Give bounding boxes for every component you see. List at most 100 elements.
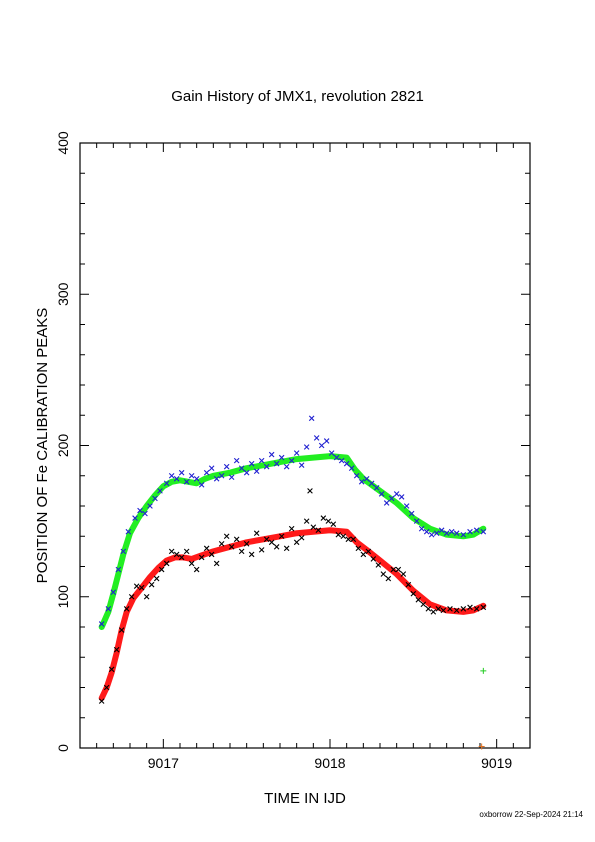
lower-points-point	[233, 536, 240, 543]
upper-points-point	[288, 457, 295, 464]
upper-points-point	[152, 495, 158, 502]
upper-points-point	[443, 530, 450, 537]
upper-points-point	[110, 589, 117, 596]
upper-points-point	[467, 528, 473, 535]
x-tick-label: 9019	[481, 755, 512, 771]
lower-points-point	[467, 604, 473, 611]
lower-fit-line	[98, 527, 487, 702]
upper-points-point	[480, 528, 487, 535]
lower-points-point	[435, 606, 442, 612]
upper-points-point	[115, 566, 122, 573]
lower-points-point	[163, 560, 170, 567]
upper-points-point	[208, 465, 215, 471]
lower-points-point	[380, 571, 387, 577]
upper-points-point	[423, 528, 430, 535]
lower-points-point	[420, 601, 427, 608]
lower-points-point	[253, 530, 260, 537]
upper-points-point	[460, 531, 467, 538]
upper-points-point	[323, 438, 330, 444]
lower-points-point	[293, 539, 300, 546]
lower-points-point	[103, 684, 110, 691]
upper-points-point	[413, 518, 420, 524]
lower-points-point	[360, 551, 367, 558]
chart-title: Gain History of JMX1, revolution 2821	[171, 88, 424, 105]
lower-points-point	[148, 581, 155, 588]
lower-points-point	[425, 606, 432, 612]
upper-points-point	[283, 463, 290, 470]
upper-points-point	[368, 480, 375, 487]
lower-points-point	[370, 556, 377, 562]
lower-points-point	[188, 560, 195, 567]
lower-points-point	[208, 551, 215, 558]
lower-points-point	[218, 541, 225, 547]
upper-points-point	[218, 472, 225, 479]
lower-points-point	[118, 627, 125, 633]
lower-points-point	[303, 518, 310, 524]
lower-points-point	[108, 666, 115, 673]
lower-points-point	[243, 541, 250, 547]
lower-points-point	[288, 525, 295, 532]
upper-points-point	[157, 488, 163, 494]
lower-points-point	[460, 606, 467, 612]
lower-points-point	[335, 531, 342, 538]
lower-points-point	[178, 554, 185, 561]
upper-points-point	[398, 494, 405, 500]
lower-points-point	[223, 533, 230, 540]
upper-points-point	[223, 463, 230, 470]
upper-points-point	[343, 460, 350, 467]
upper-points-point	[348, 465, 355, 471]
x-axis-label: TIME IN IJD	[264, 790, 346, 807]
upper-points-point	[147, 503, 153, 509]
upper-points-point	[373, 485, 380, 491]
lower-points-point	[307, 488, 313, 494]
lower-points-point	[228, 544, 235, 550]
y-tick-label: 200	[55, 434, 71, 458]
lower-points-point	[238, 548, 245, 555]
lower-points-point	[173, 551, 180, 558]
upper-points-point	[358, 479, 365, 485]
lower-points-point	[298, 534, 305, 541]
lower-points-point	[273, 544, 280, 550]
lower-points-point	[473, 606, 480, 612]
y-tick-label: 300	[55, 282, 71, 306]
upper-points-point	[328, 450, 335, 456]
lower-points-point	[440, 607, 447, 614]
upper-points-point	[268, 451, 275, 458]
lower-points-point	[355, 545, 362, 552]
upper-points-point	[333, 454, 340, 461]
upper-points-point	[293, 450, 300, 456]
upper-points-point	[203, 469, 210, 476]
upper-points-point	[338, 457, 345, 464]
upper-points-point	[388, 495, 395, 502]
lower-points-point	[385, 575, 392, 582]
upper-points-point	[453, 530, 460, 537]
upper-points-point	[228, 474, 235, 481]
lower-points-point	[248, 551, 255, 558]
y-tick-label: 100	[55, 585, 71, 609]
footer-credit: oxborrow 22-Sep-2024 21:14	[479, 810, 583, 819]
upper-points-point	[142, 510, 148, 517]
lower-points-point	[263, 536, 270, 543]
green-marker	[480, 667, 487, 674]
upper-points-point	[298, 462, 305, 468]
lower-points-point	[453, 607, 460, 614]
lower-points-point	[350, 536, 357, 543]
upper-points-point	[353, 472, 360, 479]
upper-points-point	[258, 457, 265, 464]
upper-points-point	[428, 531, 435, 538]
upper-points-point	[125, 528, 132, 535]
lower-points-point	[415, 596, 422, 603]
lower-points-point	[375, 562, 382, 568]
upper-points-point	[393, 491, 400, 497]
lower-points-point	[113, 646, 120, 653]
upper-points-point	[163, 480, 170, 487]
upper-points-point	[308, 415, 315, 422]
lower-points-point	[330, 521, 337, 527]
lower-points-point	[315, 527, 322, 533]
upper-points-point	[233, 457, 240, 464]
upper-points-point	[238, 465, 245, 471]
lower-points-point	[198, 554, 205, 561]
orange-marker	[478, 743, 485, 750]
lower-points-point	[480, 604, 487, 611]
lower-points-point	[138, 584, 145, 591]
